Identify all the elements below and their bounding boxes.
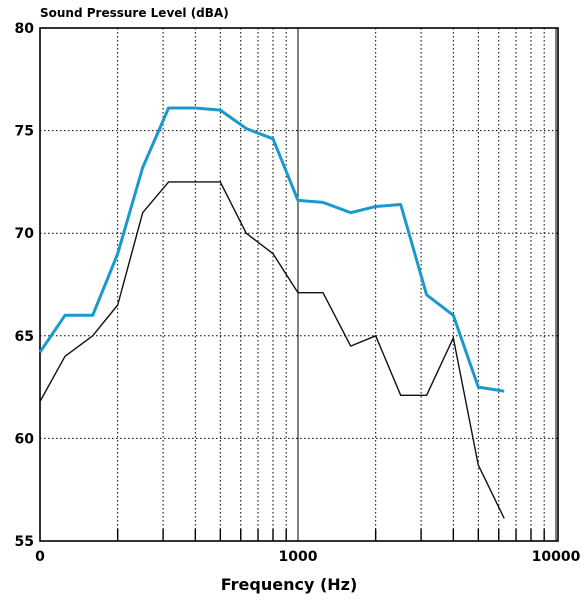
x-tick-label: 0 <box>35 549 45 565</box>
y-tick-label: 80 <box>15 21 35 37</box>
y-tick-label: 55 <box>15 534 34 550</box>
x-tick-label: 1000 <box>279 549 318 565</box>
y-tick-label: 65 <box>15 329 34 345</box>
x-axis-title: Frequency (Hz) <box>221 575 358 594</box>
chart-title: Sound Pressure Level (dBA) <box>40 6 229 20</box>
ticks: 55 60 65 70 75 80 0 1000 10000 <box>15 21 581 565</box>
series-layer <box>38 106 505 519</box>
series-line-blue <box>38 106 505 393</box>
y-tick-label: 70 <box>15 226 35 242</box>
series-line-black <box>39 181 505 519</box>
grid <box>39 27 559 542</box>
plot-frame <box>39 27 559 542</box>
x-tick-label: 10000 <box>532 549 581 565</box>
y-tick-label: 75 <box>15 124 34 140</box>
y-tick-label: 60 <box>15 431 35 447</box>
